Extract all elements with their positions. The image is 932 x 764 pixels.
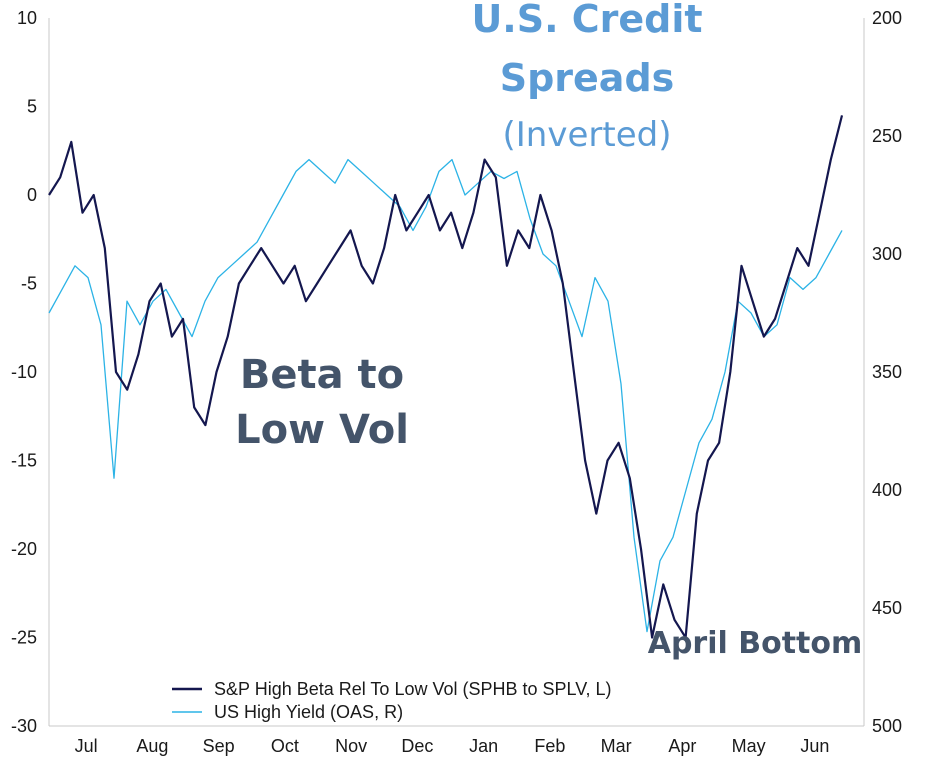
right-axis-tick-label: 500: [872, 716, 902, 736]
left-axis-ticks: 10 5 0 -5 -10 -15 -20 -25 -30: [11, 8, 37, 736]
x-axis-tick-label: Jan: [469, 736, 498, 756]
left-axis-tick-label: 5: [27, 97, 37, 117]
right-axis-tick-label: 400: [872, 480, 902, 500]
x-axis-tick-label: May: [732, 736, 766, 756]
left-axis-tick-label: -15: [11, 451, 37, 471]
legend: S&P High Beta Rel To Low Vol (SPHB to SP…: [172, 679, 612, 722]
x-axis-tick-label: Mar: [601, 736, 632, 756]
x-axis-tick-label: Nov: [335, 736, 367, 756]
right-axis-tick-label: 350: [872, 362, 902, 382]
right-axis-tick-label: 200: [872, 8, 902, 28]
x-axis-tick-label: Dec: [401, 736, 433, 756]
legend-label-beta: S&P High Beta Rel To Low Vol (SPHB to SP…: [214, 679, 612, 699]
x-axis-ticks: Jul Aug Sep Oct Nov Dec Jan Feb Mar Apr May Jun: [75, 736, 830, 756]
legend-label-hy: US High Yield (OAS, R): [214, 702, 403, 722]
right-axis-ticks: 200 250 300 350 400 450 500: [872, 8, 902, 736]
x-axis-tick-label: Jul: [75, 736, 98, 756]
x-axis-tick-label: Apr: [668, 736, 696, 756]
series-line-us-high-yield-oas: [48, 158, 843, 633]
x-axis-tick-label: Sep: [203, 736, 235, 756]
left-axis-tick-label: -30: [11, 716, 37, 736]
annotation-beta-line1: Beta to: [240, 352, 404, 398]
annotation-credit-spreads-line1: U.S. Credit: [471, 0, 702, 41]
left-axis-tick-label: -20: [11, 539, 37, 559]
annotation-april-bottom: April Bottom: [648, 626, 863, 661]
left-axis-tick-label: 10: [17, 8, 37, 28]
left-axis-tick-label: 0: [27, 185, 37, 205]
x-axis-tick-label: Feb: [534, 736, 565, 756]
right-axis-tick-label: 250: [872, 126, 902, 146]
right-axis-tick-label: 300: [872, 244, 902, 264]
x-axis-tick-label: Oct: [271, 736, 299, 756]
series-line-high-beta-rel-low-vol: [48, 115, 844, 639]
right-axis-tick-label: 450: [872, 598, 902, 618]
series-layer: [48, 115, 844, 639]
annotation-inverted: (Inverted): [503, 115, 672, 155]
left-axis-tick-label: -10: [11, 362, 37, 382]
left-axis-tick-label: -25: [11, 628, 37, 648]
annotation-beta-line2: Low Vol: [235, 407, 409, 453]
x-axis-tick-label: Aug: [136, 736, 168, 756]
x-axis-tick-label: Jun: [800, 736, 829, 756]
annotation-credit-spreads-line2: Spreads: [500, 56, 675, 100]
left-axis-tick-label: -5: [21, 274, 37, 294]
